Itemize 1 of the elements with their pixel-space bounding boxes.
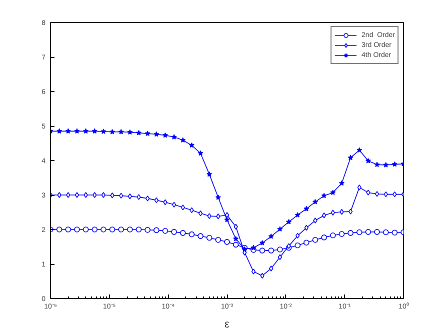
x-axis-title: ε (224, 318, 230, 330)
